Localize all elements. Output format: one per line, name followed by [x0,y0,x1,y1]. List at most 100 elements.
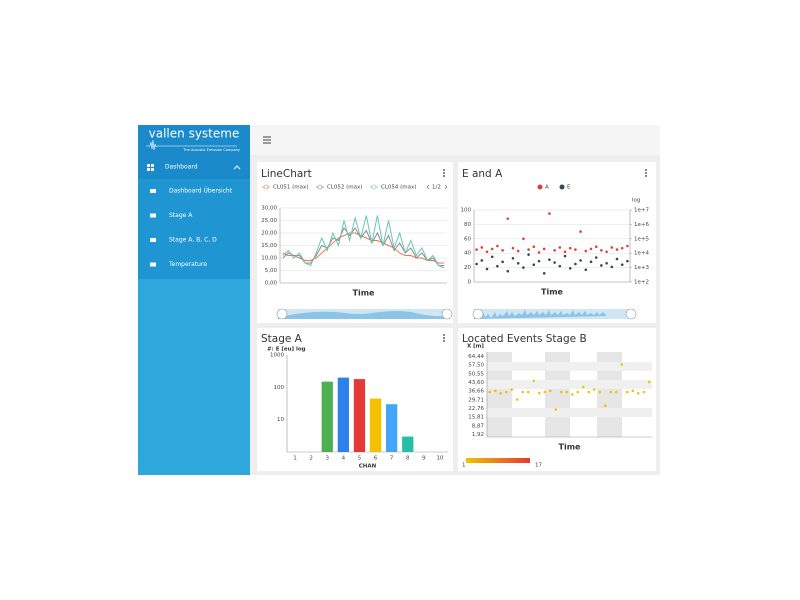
point [576,390,580,394]
point [620,363,624,366]
point [485,250,489,254]
legend-pager[interactable]: 1/2 [432,185,441,191]
point [614,390,618,394]
y-axis-label: X [m] [467,344,484,350]
x-tick-label: 8 [406,456,410,462]
x-tick-label: 9 [422,456,426,462]
y2-tick-label: 1e+2 [634,280,649,286]
y-tick-label: 25,00 [261,218,277,224]
x-axis-label: Time [559,443,582,452]
hamburger[interactable] [263,136,271,144]
y2-tick-label: 1e+5 [634,236,649,242]
y-tick-label: 43,60 [468,380,484,386]
point [589,260,593,264]
point [565,390,569,394]
logo-wave [146,139,237,151]
y-tick-label: 36,66 [468,389,484,395]
point [522,237,525,241]
point [499,391,503,395]
legend-label[interactable]: E [567,185,571,191]
point [501,260,504,264]
point [626,259,629,263]
nav-icon [150,262,156,267]
point [558,264,562,268]
legend-label[interactable]: CL051 (max) [273,185,308,191]
nav-item[interactable]: Dashboard Übersicht [169,188,233,195]
point [625,390,629,394]
point [610,246,614,249]
point [605,250,608,254]
x-tick-label: 10 [436,456,443,462]
legend-label[interactable]: CL052 (max) [327,185,362,191]
nav-item[interactable]: Temperature [168,261,207,268]
x-tick-label: 1 [293,456,297,462]
point [493,389,497,393]
point [636,391,640,395]
point [488,390,492,394]
point [506,217,510,220]
point [548,212,551,215]
point [548,389,552,393]
point [609,390,613,394]
point [515,398,519,401]
nav-item[interactable]: Stage A, B, C, D [169,237,217,244]
caret[interactable] [233,165,241,170]
y2-axis-label: log [632,198,640,204]
y-tick-label: 20 [464,265,471,271]
y-tick-label: 15,00 [261,243,277,249]
point [615,257,619,261]
point [563,250,567,254]
y-tick-label: 10 [277,417,284,423]
menu-label[interactable]: Dashboard [165,164,198,171]
point [600,249,603,252]
point [510,388,514,391]
point [527,248,530,251]
legend-symbol [317,184,323,190]
panel-menu[interactable] [443,334,445,342]
y-tick-label: 8,87 [472,423,485,429]
point [532,245,536,249]
y-tick-label: 40 [464,251,471,257]
nav-item[interactable]: Stage A [169,212,193,219]
point [647,380,651,384]
point [521,390,525,394]
point [554,408,558,411]
point [568,246,572,250]
panel-title: Located Events Stage B [462,333,587,345]
legend-symbol [263,184,269,190]
point [603,404,607,408]
x-axis-label: CHAN [359,464,377,470]
pager-arrow[interactable] [426,184,430,190]
point [526,390,530,394]
panel-title: E and A [462,168,503,180]
nav-icon [150,213,156,218]
range-slider[interactable] [276,308,453,320]
point [570,393,574,396]
panel [458,162,656,323]
menu-header[interactable] [138,155,250,179]
pager-arrow[interactable] [444,184,448,190]
bar [321,381,333,452]
y-tick-label: 10,00 [261,256,277,262]
bar [402,436,414,452]
y-tick-label: 57,50 [468,363,484,369]
point [594,256,598,259]
logo-area [138,125,250,155]
point [548,258,551,261]
point [574,262,577,266]
point [537,251,541,254]
point [490,247,494,251]
range-slider[interactable] [472,308,637,320]
point [594,245,598,249]
panel-menu[interactable] [645,169,647,177]
point [600,264,603,267]
point [522,266,525,269]
point [496,264,499,268]
point [542,272,546,275]
legend-label[interactable]: CL054 (max) [381,185,416,191]
legend-label[interactable]: A [545,185,549,191]
background-stripes [487,362,652,417]
panel-menu[interactable] [443,169,445,177]
x-tick-label: 3 [326,456,330,462]
